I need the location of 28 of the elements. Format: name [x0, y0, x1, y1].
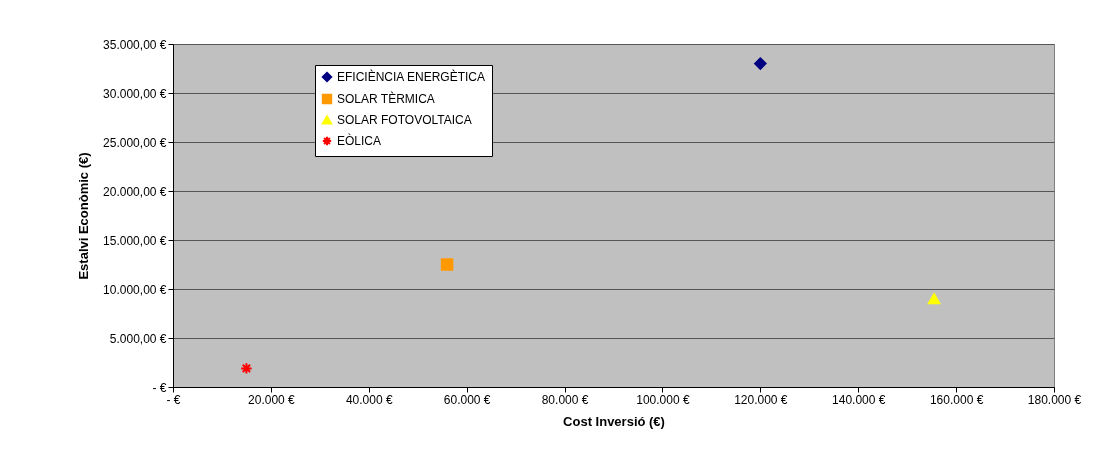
y-tick-label: 5.000,00 € — [109, 331, 167, 346]
y-tick-label: 15.000,00 € — [103, 233, 167, 248]
legend-label: EFICIÈNCIA ENERGÈTICA — [337, 69, 486, 84]
x-tick-label: 160.000 € — [929, 392, 984, 407]
legend-label: SOLAR TÈRMICA — [337, 91, 435, 106]
x-tick-label: 120.000 € — [734, 392, 788, 407]
y-tick-label: 35.000,00 € — [103, 37, 167, 52]
x-tick-label: 20.000 € — [248, 392, 296, 407]
y-tick-label: 10.000,00 € — [103, 282, 167, 297]
x-tick-label: 60.000 € — [443, 392, 491, 407]
y-axis-title: Estalvi Econòmic (€) — [76, 152, 92, 280]
y-tick-label: - € — [152, 380, 167, 395]
legend-label: SOLAR FOTOVOLTAICA — [337, 113, 472, 127]
legend-label: EÒLICA — [337, 133, 382, 148]
y-tick-label: 20.000,00 € — [103, 184, 167, 199]
x-tick-label: 100.000 € — [636, 392, 690, 407]
y-tick-label: 25.000,00 € — [103, 135, 167, 150]
x-tick-label: - € — [166, 392, 181, 407]
x-tick-label: 140.000 € — [832, 392, 886, 407]
y-tick-label: 30.000,00 € — [103, 86, 167, 101]
point — [240, 362, 253, 375]
point — [440, 258, 454, 271]
x-tick-label: 40.000 € — [345, 392, 393, 407]
x-tick-label: 80.000 € — [541, 392, 589, 407]
x-axis-title: Cost Inversió (€) — [563, 413, 665, 429]
point — [927, 293, 941, 305]
x-tick-label: 180.000 € — [1027, 392, 1082, 407]
point — [754, 57, 767, 70]
